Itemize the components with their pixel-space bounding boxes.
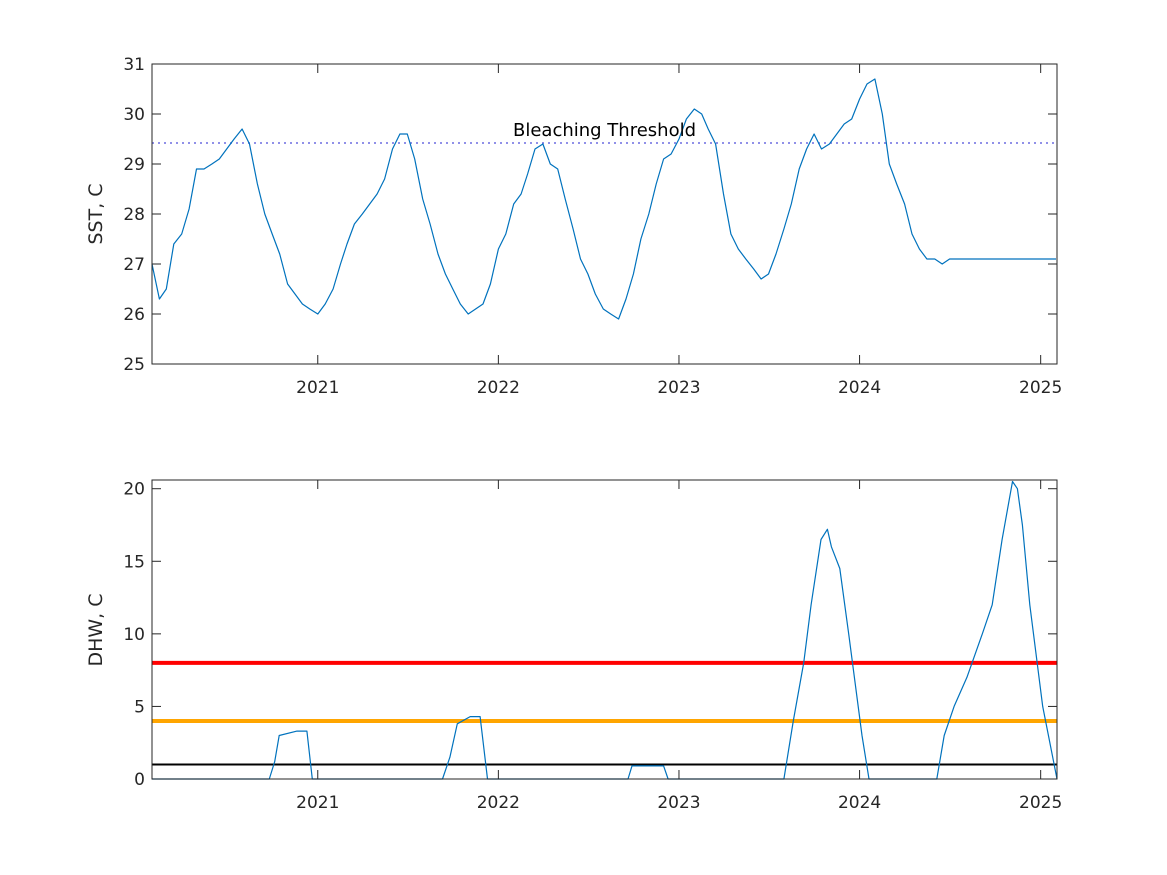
dhw-plot-area	[152, 480, 1057, 779]
dhw-y-axis-label: DHW, C	[85, 593, 107, 666]
dhw-y-tick-label: 15	[123, 552, 145, 572]
dhw-x-ticks: 2021 2022 2023 2024 2025	[296, 480, 1062, 813]
dhw-x-tick-label: 2024	[838, 793, 881, 813]
dhw-y-tick-label: 5	[134, 697, 145, 717]
sst-series-layer	[151, 78, 1056, 320]
dhw-y-ticks: 0 5 10 15 20	[123, 480, 1057, 790]
bleaching-threshold-label: Bleaching Threshold	[513, 120, 696, 141]
sst-y-ticks: 25 26 27 28 29 30 31	[123, 55, 1057, 375]
sst-y-tick-label: 27	[123, 255, 145, 275]
dhw-x-tick-label: 2023	[657, 793, 700, 813]
sst-x-tick-label: 2025	[1019, 378, 1062, 398]
dhw-subplot: 2021 2022 2023 2024 2025 0 5 10 15 20 DHW, C	[85, 479, 1062, 813]
dhw-x-tick-label: 2025	[1019, 793, 1062, 813]
dhw-y-tick-label: 10	[123, 625, 145, 645]
sst-y-tick-label: 26	[123, 305, 145, 325]
sst-subplot: Bleaching Threshold 2021 2022 2023 2024 2025…	[85, 55, 1062, 398]
dhw-x-tick-label: 2021	[296, 793, 339, 813]
sst-y-axis-label: SST, C	[85, 183, 107, 244]
sst-x-tick-label: 2021	[296, 378, 339, 398]
dhw-x-tick-label: 2022	[477, 793, 520, 813]
sst-x-tick-label: 2024	[838, 378, 881, 398]
dhw-series-line	[152, 480, 1058, 780]
dhw-series-layer	[152, 480, 1058, 780]
sst-x-tick-label: 2022	[477, 378, 520, 398]
sst-plot-area	[152, 64, 1057, 364]
sst-x-tick-label: 2023	[657, 378, 700, 398]
dhw-y-tick-label: 0	[134, 770, 145, 790]
sst-x-ticks: 2021 2022 2023 2024 2025	[296, 64, 1062, 398]
sst-y-tick-label: 25	[123, 355, 145, 375]
sst-y-tick-label: 31	[123, 55, 145, 75]
sst-series-line	[151, 78, 1056, 320]
dhw-y-tick-label: 20	[123, 480, 145, 500]
sst-y-tick-label: 29	[123, 155, 145, 175]
sst-y-tick-label: 30	[123, 105, 145, 125]
sst-y-tick-label: 28	[123, 205, 145, 225]
dhw-threshold-layer	[152, 660, 1057, 766]
dhw-axes-box	[151, 479, 1058, 780]
